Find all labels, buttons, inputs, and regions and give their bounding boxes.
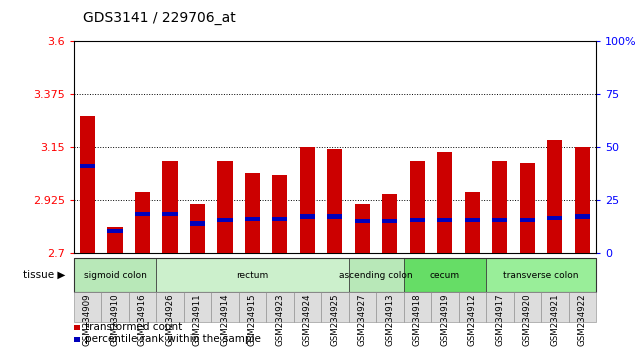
Bar [520, 164, 535, 253]
Text: GSM234917: GSM234917 [495, 293, 504, 346]
Bar [266, 292, 294, 322]
Bar [238, 292, 266, 322]
Bar [156, 258, 349, 292]
Text: GSM234926: GSM234926 [165, 293, 174, 346]
Bar [486, 292, 513, 322]
Text: GSM234910: GSM234910 [110, 293, 119, 346]
Bar [74, 292, 101, 322]
Text: GSM234921: GSM234921 [551, 293, 560, 346]
Bar [575, 215, 590, 219]
Bar [272, 175, 288, 253]
Text: percentile rank within the sample: percentile rank within the sample [85, 335, 261, 344]
Text: GSM234925: GSM234925 [330, 293, 340, 346]
Bar [349, 258, 404, 292]
Text: transverse colon: transverse colon [503, 271, 579, 280]
Bar [547, 140, 562, 253]
Bar [129, 292, 156, 322]
Text: tissue ▶: tissue ▶ [23, 270, 65, 280]
Bar [437, 152, 453, 253]
Bar [74, 258, 156, 292]
Bar [294, 292, 321, 322]
Bar [101, 292, 129, 322]
Bar [217, 161, 233, 253]
Text: transformed count: transformed count [85, 322, 183, 332]
Bar [547, 216, 562, 220]
Bar [272, 217, 288, 221]
Bar [575, 147, 590, 253]
Bar [80, 164, 95, 168]
Bar [108, 227, 122, 253]
Bar [328, 215, 342, 219]
Bar [382, 194, 397, 253]
Bar [459, 292, 486, 322]
Text: rectum: rectum [237, 271, 269, 280]
Bar [492, 218, 508, 222]
Bar [162, 161, 178, 253]
Bar [355, 219, 370, 223]
Text: GSM234922: GSM234922 [578, 293, 587, 346]
Bar [245, 173, 260, 253]
Text: GSM234912: GSM234912 [468, 293, 477, 346]
Bar [437, 218, 453, 222]
Text: GSM234927: GSM234927 [358, 293, 367, 346]
Text: GDS3141 / 229706_at: GDS3141 / 229706_at [83, 11, 236, 25]
Bar [217, 218, 233, 222]
Bar [355, 204, 370, 253]
Bar [162, 212, 178, 216]
Bar [376, 292, 404, 322]
Text: GSM234911: GSM234911 [193, 293, 202, 346]
Text: GSM234915: GSM234915 [248, 293, 257, 346]
Bar [156, 292, 184, 322]
Bar [486, 258, 596, 292]
Bar [108, 229, 122, 233]
Bar [541, 292, 569, 322]
Bar [300, 215, 315, 219]
Bar [410, 218, 425, 222]
Bar [404, 258, 486, 292]
Bar [135, 192, 150, 253]
Bar [135, 212, 150, 216]
Bar [520, 218, 535, 222]
Text: ascending colon: ascending colon [339, 271, 413, 280]
Bar [300, 147, 315, 253]
Bar [404, 292, 431, 322]
Text: GSM234909: GSM234909 [83, 293, 92, 346]
Text: GSM234913: GSM234913 [385, 293, 394, 346]
Bar [190, 222, 205, 226]
Bar [245, 217, 260, 221]
Bar [492, 161, 508, 253]
Text: GSM234919: GSM234919 [440, 293, 449, 346]
Bar [349, 292, 376, 322]
Bar [321, 292, 349, 322]
Bar [513, 292, 541, 322]
Text: cecum: cecum [430, 271, 460, 280]
Bar [410, 161, 425, 253]
Text: GSM234924: GSM234924 [303, 293, 312, 346]
Text: GSM234916: GSM234916 [138, 293, 147, 346]
Bar [184, 292, 211, 322]
Text: sigmoid colon: sigmoid colon [83, 271, 146, 280]
Bar [80, 116, 95, 253]
Bar [465, 218, 480, 222]
Bar [382, 219, 397, 223]
Bar [431, 292, 459, 322]
Bar [211, 292, 238, 322]
Bar [569, 292, 596, 322]
Text: GSM234918: GSM234918 [413, 293, 422, 346]
Bar [190, 204, 205, 253]
Text: GSM234920: GSM234920 [523, 293, 532, 346]
Bar [328, 149, 342, 253]
Bar [465, 192, 480, 253]
Text: GSM234914: GSM234914 [221, 293, 229, 346]
Text: GSM234923: GSM234923 [276, 293, 285, 346]
